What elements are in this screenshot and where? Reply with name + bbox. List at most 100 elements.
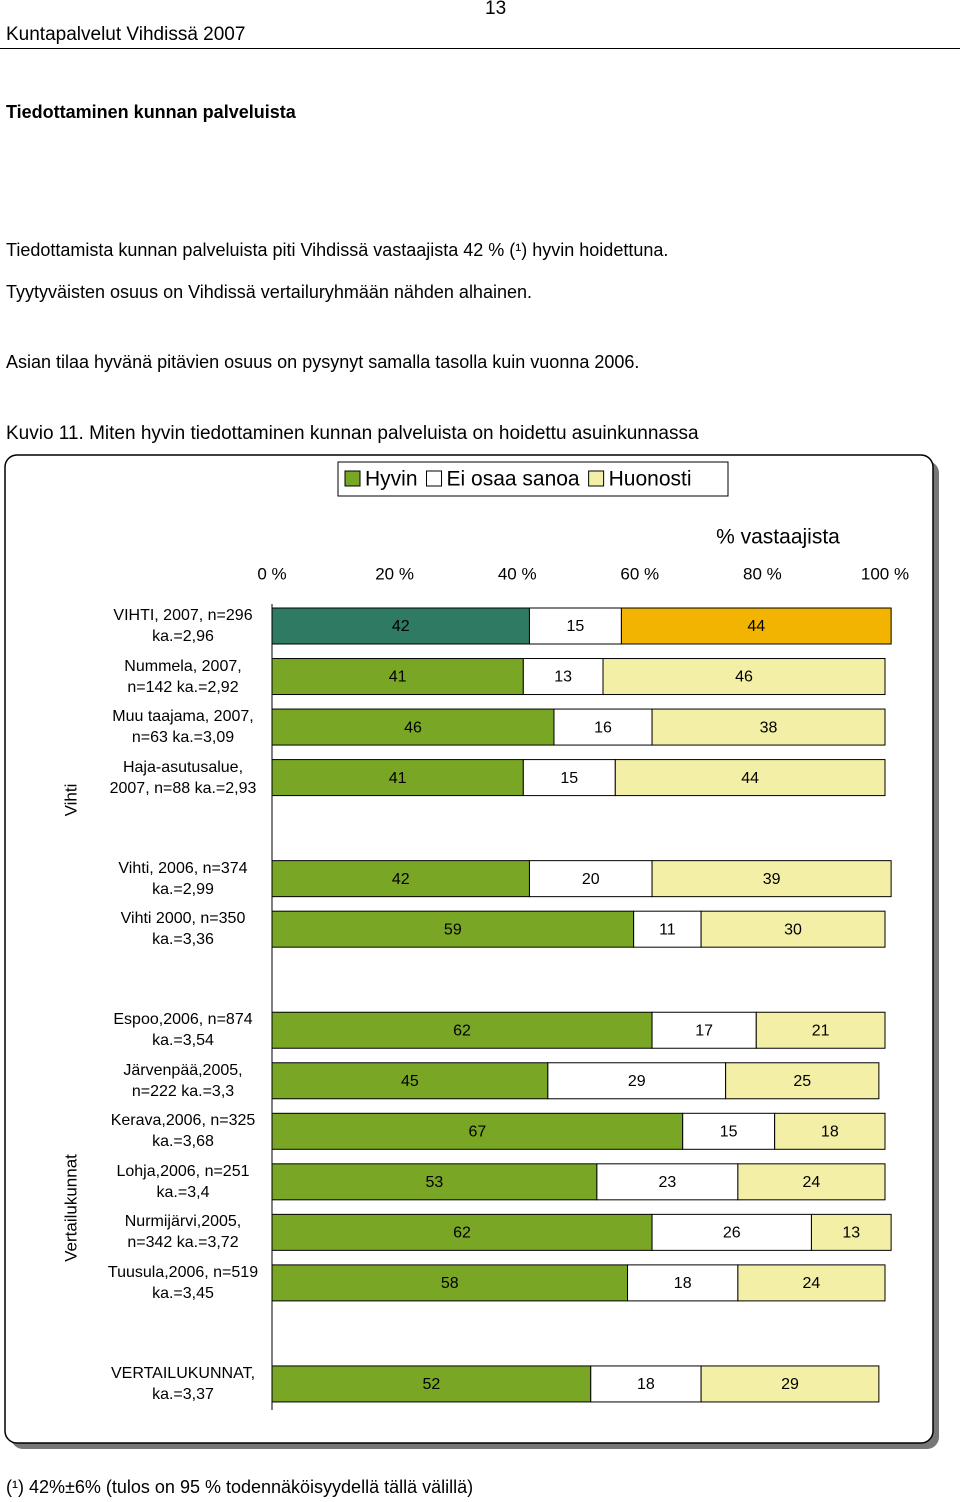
x-tick-label: 20 %: [375, 564, 414, 583]
value-label: 46: [404, 719, 422, 736]
x-tick-label: 80 %: [743, 564, 782, 583]
category-label: Espoo,2006, n=874 ka.=3,54: [113, 1011, 253, 1050]
value-label: 58: [441, 1275, 459, 1292]
bar-segment: [271, 1163, 598, 1201]
value-label: 38: [760, 719, 778, 736]
group-label: Vihti: [61, 784, 80, 817]
category-label: VIHTI, 2007, n=296 ka.=2,96: [113, 607, 253, 645]
value-label: 18: [821, 1124, 839, 1141]
value-label: 15: [560, 770, 578, 787]
bar-segment: [651, 708, 886, 746]
value-label: 23: [658, 1174, 676, 1191]
value-label: 45: [401, 1073, 419, 1090]
bar-segment: [271, 1062, 549, 1100]
value-label: 41: [389, 770, 407, 787]
x-tick-label: 40 %: [498, 564, 537, 583]
category-label: VERTAILUKUNNAT, ka.=3,37: [110, 1364, 256, 1403]
bar-segment: [602, 658, 886, 696]
bar-segment: [755, 1011, 886, 1049]
value-label: 44: [747, 618, 765, 635]
value-label: 25: [793, 1073, 811, 1090]
category-label: Nummela, 2007, n=142 ka.=2,92: [124, 657, 242, 696]
value-label: 13: [554, 669, 572, 686]
figure-caption: Kuvio 11. Miten hyvin tiedottaminen kunn…: [6, 423, 699, 444]
value-label: 20: [582, 871, 600, 888]
value-label: 62: [453, 1022, 471, 1039]
value-label: 59: [444, 921, 462, 938]
paragraph: Asian tilaa hyvänä pitävien osuus on pys…: [6, 352, 640, 372]
bar-segment: [725, 1062, 880, 1100]
bar-segment: [528, 860, 653, 898]
value-label: 62: [453, 1225, 471, 1242]
value-label: 13: [842, 1225, 860, 1242]
value-label: 42: [392, 618, 410, 635]
value-label: 16: [594, 719, 612, 736]
value-label: 11: [659, 921, 676, 938]
bar-segment: [627, 1264, 739, 1302]
bar-segment: [553, 708, 653, 746]
legend-swatch: [344, 470, 361, 487]
bar-segment: [271, 708, 555, 746]
value-label: 41: [389, 669, 407, 686]
header-rule: [0, 48, 960, 49]
bar-segment: [271, 1264, 629, 1302]
bar-segment: [271, 759, 524, 797]
bar-segment: [271, 1213, 653, 1251]
category-label: Tuusula,2006, n=519 ka.=3,45: [107, 1263, 259, 1302]
section-title: Tiedottaminen kunnan palveluista: [6, 102, 296, 122]
bar-segment: [614, 759, 886, 797]
value-label: 26: [723, 1225, 741, 1242]
value-label: 42: [392, 871, 410, 888]
legend-swatch: [426, 470, 443, 487]
legend-swatch: [588, 470, 605, 487]
group-label: Vertailukunnat: [61, 1154, 80, 1262]
category-label: Vihti 2000, n=350 ka.=3,36: [120, 910, 246, 949]
bar-segment: [620, 607, 892, 645]
bar-segment: [737, 1163, 886, 1201]
value-label: 15: [720, 1124, 738, 1141]
value-label: 24: [803, 1174, 821, 1191]
bar-segment: [271, 607, 530, 645]
legend-label: Hyvin: [365, 468, 418, 491]
header-title: Kuntapalvelut Vihdissä 2007: [6, 24, 246, 45]
category-label: Haja-asutusalue, 2007, n=88 ka.=2,93: [109, 758, 257, 797]
bar-segment: [271, 1365, 592, 1403]
value-label: 24: [803, 1275, 821, 1292]
bar-segment: [522, 658, 604, 696]
value-label: 67: [468, 1124, 486, 1141]
legend-label: Ei osaa sanoa: [447, 468, 580, 491]
value-label: 18: [637, 1376, 655, 1393]
value-label: 15: [567, 618, 585, 635]
category-label: Lohja,2006, n=251 ka.=3,4: [116, 1162, 250, 1201]
bar-segment: [271, 860, 530, 898]
value-label: 30: [784, 921, 802, 938]
category-label: Nurmijärvi,2005, n=342 ka.=3,72: [124, 1213, 242, 1252]
category-label: Järvenpää,2005, n=222 ka.=3,3: [123, 1061, 243, 1100]
x-tick-label: 0 %: [257, 564, 286, 583]
paragraph: Tyytyväisten osuus on Vihdissä vertailur…: [6, 282, 532, 302]
bar-segment: [271, 1011, 653, 1049]
value-label: 52: [422, 1376, 440, 1393]
value-label: 18: [674, 1275, 692, 1292]
legend-label: Huonosti: [609, 468, 692, 491]
value-label: 46: [735, 669, 753, 686]
bar-segment: [651, 860, 892, 898]
bar-segment: [810, 1213, 892, 1251]
value-label: 17: [695, 1022, 713, 1039]
bar-segment: [774, 1112, 886, 1150]
footnote: (¹) 42%±6% (tulos on 95 % todennäköisyyd…: [6, 1477, 474, 1497]
bar-segment: [682, 1112, 776, 1150]
value-label: 44: [741, 770, 759, 787]
x-axis-title: % vastaajista: [716, 526, 840, 549]
value-label: 53: [426, 1174, 444, 1191]
value-label: 39: [763, 871, 781, 888]
bar-segment: [700, 1365, 880, 1403]
bar-segment: [596, 1163, 739, 1201]
value-label: 21: [812, 1022, 830, 1039]
x-tick-label: 100 %: [861, 564, 909, 583]
x-tick-label: 60 %: [620, 564, 659, 583]
bar-segment: [547, 1062, 727, 1100]
bar-segment: [737, 1264, 886, 1302]
